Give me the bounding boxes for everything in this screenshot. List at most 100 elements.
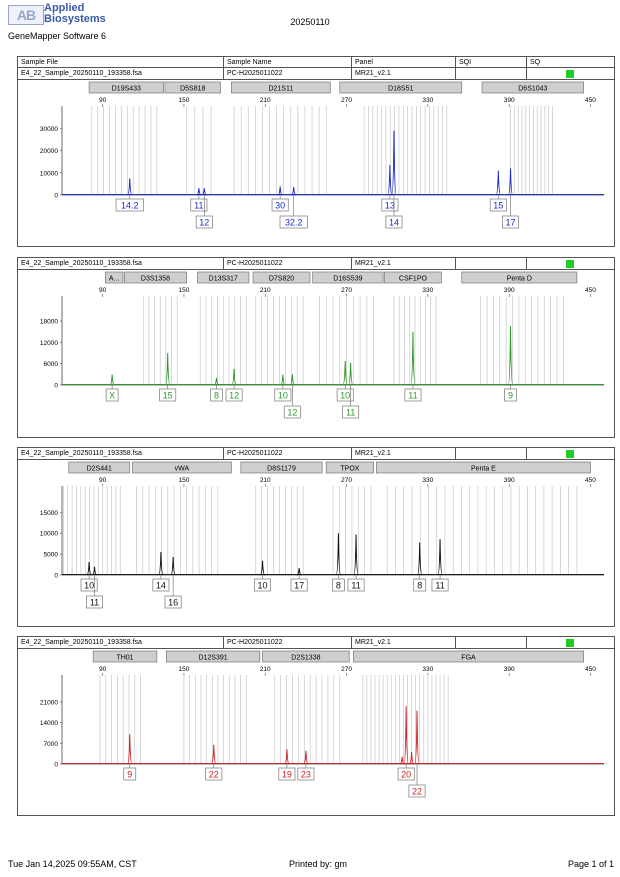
peak-2: [214, 377, 219, 386]
marker-bar-0: [92, 650, 158, 663]
marker-label-2: D21S11: [268, 86, 293, 93]
y-tick-label-1: 5000: [44, 552, 59, 559]
x-tick-label-0: 90: [99, 287, 107, 294]
peak-6: [335, 533, 342, 576]
allele-box-5: [290, 578, 308, 592]
y-tick-label-0: 0: [54, 762, 58, 769]
panel-panel-name: MR21_v2.1: [355, 260, 391, 267]
x-tick-label-5: 390: [504, 477, 515, 484]
marker-label-2: D2S1338: [291, 655, 320, 662]
panel-sample-file: E4_22_Sample_20250110_193358.fsa: [21, 450, 142, 457]
allele-label-6: 8: [336, 581, 341, 591]
peak-7: [347, 362, 354, 386]
peak-6: [409, 752, 415, 765]
allele-label-0: 14.2: [121, 201, 139, 211]
marker-bar-3: [252, 271, 311, 284]
marker-bar-1: [164, 81, 221, 94]
x-tick-label-4: 330: [422, 287, 433, 294]
y-tick-label-3: 15000: [40, 510, 58, 517]
allele-box-6: [332, 578, 345, 592]
marker-label-0: D19S433: [112, 86, 141, 93]
x-tick-label-4: 330: [422, 666, 433, 673]
y-tick-label-3: 21000: [40, 699, 58, 706]
marker-label-1: D12S391: [198, 655, 227, 662]
x-tick-label-4: 330: [422, 477, 433, 484]
peak-4: [291, 186, 297, 196]
allele-box-1: [159, 388, 177, 402]
allele-label-2: 19: [282, 770, 292, 780]
peak-3: [231, 369, 237, 386]
electropherogram-panel-1: E4_22_Sample_20250110_193358.fsa PC-H202…: [17, 67, 615, 247]
allele-label-7: 11: [346, 408, 355, 418]
x-tick-label-6: 450: [585, 287, 596, 294]
y-tick-label-2: 10000: [40, 531, 58, 538]
allele-box-0: [80, 578, 98, 592]
peak-0: [127, 734, 133, 765]
y-tick-label-0: 0: [54, 573, 58, 580]
panel-title-row: E4_22_Sample_20250110_193358.fsa PC-H202…: [18, 448, 614, 460]
x-tick-label-0: 90: [99, 666, 107, 673]
panel-sample-name: PC-H2025011022: [227, 70, 283, 77]
x-tick-label-0: 90: [99, 477, 107, 484]
x-tick-label-2: 210: [260, 97, 271, 104]
marker-label-4: D16S539: [333, 276, 362, 283]
x-tick-label-5: 390: [504, 287, 515, 294]
electropherogram-panel-4: E4_22_Sample_20250110_193358.fsa PC-H202…: [17, 636, 615, 816]
allele-box-6: [385, 215, 403, 229]
col-panel: Panel: [355, 59, 373, 66]
allele-label-3: 23: [301, 770, 311, 780]
panel-sample-file: E4_22_Sample_20250110_193358.fsa: [21, 260, 142, 267]
panel-sample-name: PC-H2025011022: [227, 450, 283, 457]
allele-label-5: 22: [412, 787, 422, 797]
allele-label-7: 15: [493, 201, 503, 211]
run-date: 20250110: [290, 17, 330, 27]
marker-label-0: TH01: [116, 655, 133, 662]
allele-box-4: [254, 578, 271, 592]
peak-4: [280, 374, 286, 386]
marker-label-2: D8S1179: [267, 466, 296, 473]
marker-bar-1: [165, 650, 261, 663]
allele-label-4: 20: [401, 770, 411, 780]
marker-bar-3: [339, 81, 463, 94]
marker-label-1: D5S818: [180, 86, 205, 93]
peak-5: [403, 706, 409, 765]
peak-0: [86, 562, 92, 576]
marker-label-1: vWA: [175, 466, 190, 473]
allele-box-2: [278, 767, 296, 781]
allele-label-1: 11: [90, 598, 99, 608]
allele-label-1: 11: [194, 201, 203, 211]
electropherogram-panel-2: E4_22_Sample_20250110_193358.fsa PC-H202…: [17, 257, 615, 438]
allele-label-4: 10: [278, 391, 288, 401]
x-tick-label-6: 450: [585, 477, 596, 484]
marker-bar-2: [231, 81, 331, 94]
peak-8: [410, 331, 416, 386]
x-tick-label-3: 270: [341, 287, 352, 294]
peak-7: [495, 170, 502, 196]
allele-box-1: [86, 595, 103, 609]
marker-bar-6: [461, 271, 578, 284]
marker-bar-2: [262, 650, 350, 663]
y-tick-label-2: 14000: [40, 720, 58, 727]
col-sq: SQ: [530, 59, 541, 66]
marker-label-3: TPOX: [340, 466, 359, 473]
peak-2: [284, 749, 290, 765]
y-tick-label-3: 18000: [40, 319, 58, 326]
peak-0: [109, 374, 115, 386]
x-tick-label-2: 210: [260, 287, 271, 294]
marker-bar-1: [132, 461, 232, 474]
allele-box-3: [271, 198, 289, 212]
y-tick-label-3: 30000: [40, 126, 58, 133]
software-name: GeneMapper Software 6: [8, 31, 107, 41]
allele-box-0: [115, 198, 144, 212]
marker-bar-4: [481, 81, 585, 94]
allele-box-8: [404, 388, 422, 402]
sq-status-indicator: [566, 70, 574, 78]
print-timestamp: Tue Jan 14,2025 09:55AM, CST: [8, 859, 137, 869]
printed-by: Printed by: gm: [288, 859, 348, 869]
peak-8: [417, 542, 423, 576]
x-tick-label-4: 330: [422, 97, 433, 104]
col-sample-file: Sample File: [21, 59, 58, 66]
col-sample-name: Sample Name: [227, 59, 272, 66]
peak-1: [164, 353, 171, 386]
